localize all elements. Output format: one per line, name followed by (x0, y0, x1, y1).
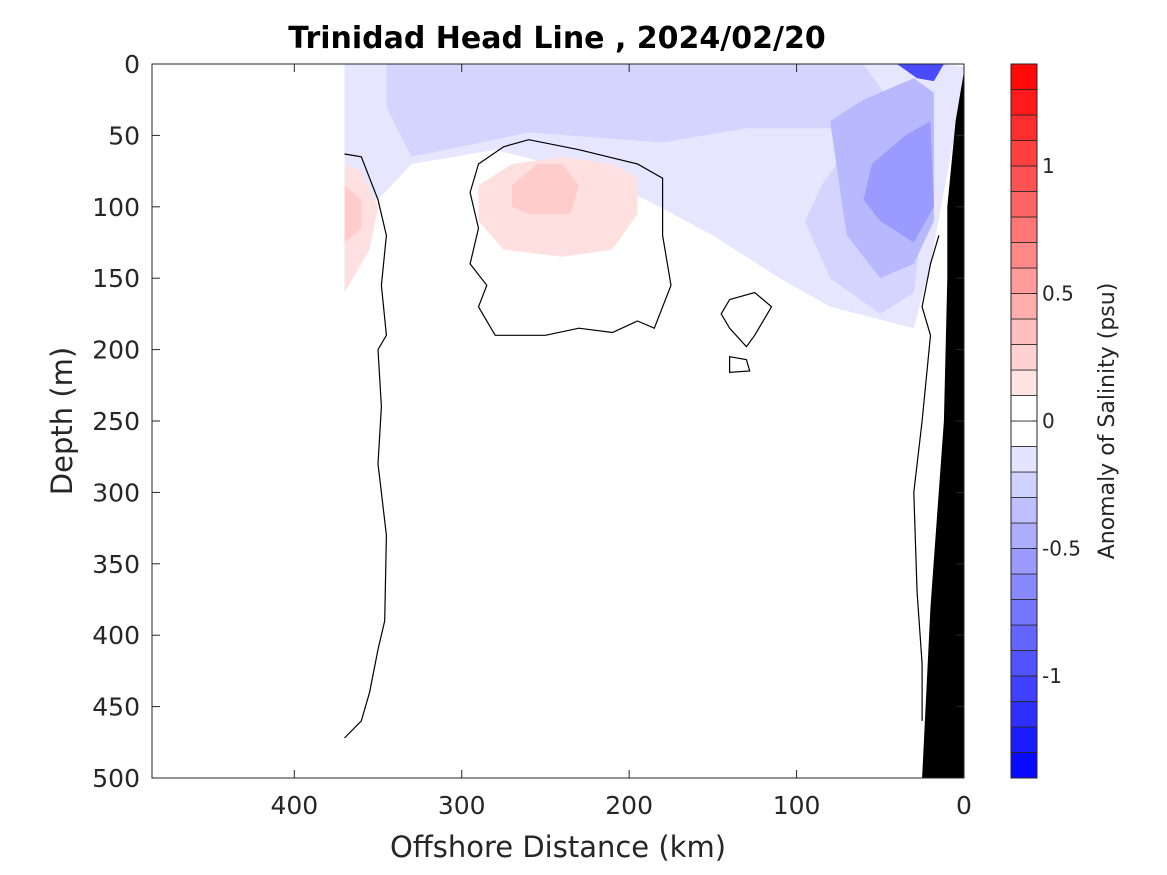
chart-title: Trinidad Head Line , 2024/02/20 (288, 21, 825, 56)
colorbar-swatch (1010, 267, 1038, 294)
colorbar-swatch (1010, 420, 1038, 447)
colorbar-tick-label: -1 (1042, 664, 1062, 688)
small-eddy-contour-a (720, 291, 773, 348)
x-tick-label: 200 (605, 791, 653, 820)
colorbar-swatch (1010, 191, 1038, 218)
colorbar-swatch (1010, 446, 1038, 473)
colorbar-tick-label: -0.5 (1042, 537, 1081, 561)
coastal-surface-minimum (897, 64, 944, 82)
y-tick-label: 250 (92, 407, 140, 436)
y-tick-label: 300 (92, 478, 140, 507)
colorbar-swatch (1010, 318, 1038, 345)
y-tick-label: 400 (92, 621, 140, 650)
colorbar-ticks: -1 -0.5 0 0.5 1 (1032, 154, 1081, 688)
colorbar-swatch (1010, 369, 1038, 396)
colorbar-swatch (1010, 548, 1038, 575)
y-tick-label: 50 (108, 121, 140, 150)
colorbar-tick-label: 0 (1042, 409, 1055, 433)
surface-fresh-core (386, 64, 923, 314)
continental-slope (922, 64, 964, 778)
y-tick-label: 450 (92, 693, 140, 722)
colorbar-swatch (1010, 216, 1038, 243)
nearshore-zero-contour (913, 235, 940, 721)
y-tick-label: 0 (124, 50, 140, 79)
colorbar-swatch (1010, 471, 1038, 498)
colorbar-swatch (1010, 165, 1038, 192)
y-tick-label: 500 (92, 764, 140, 793)
colorbar-tick-label: 0.5 (1042, 282, 1074, 306)
y-tick-label: 350 (92, 550, 140, 579)
zero-contours (344, 139, 940, 739)
colorbar-swatch (1010, 599, 1038, 626)
x-tick-label: 100 (773, 791, 821, 820)
colorbar-label: Anomaly of Salinity (psu) (1095, 283, 1120, 560)
x-tick-label: 0 (956, 791, 972, 820)
colorbar-swatch (1010, 395, 1038, 422)
colorbar-tick-label: 1 (1042, 154, 1055, 178)
subsurface-salty-eddy-core (512, 164, 579, 214)
y-axis-ticks: 0 50 100 150 200 250 300 350 400 450 500 (92, 50, 964, 793)
x-tick-label: 300 (438, 791, 486, 820)
colorbar-swatch (1010, 293, 1038, 320)
colorbar-swatch (1010, 114, 1038, 141)
colorbar-swatch (1010, 624, 1038, 651)
y-axis-label: Depth (m) (45, 347, 79, 495)
colorbar-swatch (1010, 650, 1038, 677)
y-tick-label: 150 (92, 264, 140, 293)
offshore-salty-core (344, 185, 362, 243)
colorbar-swatch (1010, 140, 1038, 167)
colorbar-swatch (1010, 522, 1038, 549)
y-tick-label: 100 (92, 193, 140, 222)
y-tick-label: 200 (92, 336, 140, 365)
offshore-zero-contour (344, 153, 388, 739)
colorbar-swatch (1010, 675, 1038, 702)
x-axis-ticks: 400 300 200 100 0 (270, 64, 972, 820)
colorbar-swatch (1010, 497, 1038, 524)
colorbar-swatch (1010, 701, 1038, 728)
nearshore-fresh-core (863, 121, 934, 243)
colorbar-swatch (1010, 89, 1038, 116)
x-axis-label: Offshore Distance (km) (390, 830, 726, 864)
colorbar-swatch (1010, 63, 1038, 90)
seafloor-layer (922, 64, 964, 778)
colorbar (1010, 63, 1038, 779)
colorbar-swatch (1010, 344, 1038, 371)
x-tick-label: 400 (270, 791, 318, 820)
colorbar-swatch (1010, 752, 1038, 779)
colorbar-swatch (1010, 573, 1038, 600)
eddy-zero-contour (469, 139, 672, 336)
colorbar-swatch (1010, 726, 1038, 753)
small-eddy-contour-b (728, 355, 751, 374)
anomaly-regions (344, 64, 964, 329)
colorbar-swatch (1010, 242, 1038, 269)
